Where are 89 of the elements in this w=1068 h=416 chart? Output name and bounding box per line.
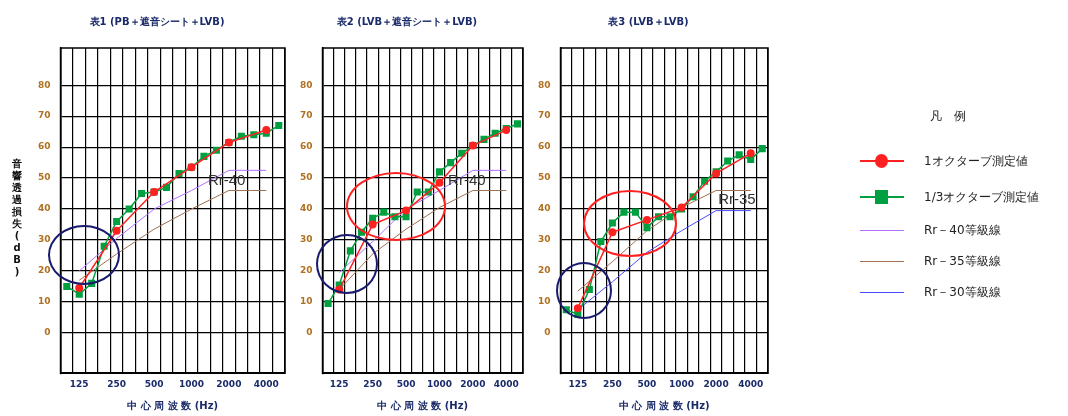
point xyxy=(125,205,133,213)
chart-title: 表1 (PB＋遮音シート＋LVB) xyxy=(88,15,225,27)
y-tick-label: 30 xyxy=(299,234,313,245)
y-tick-label: 80 xyxy=(299,79,313,90)
point xyxy=(631,208,639,216)
y-tick-label: 60 xyxy=(537,141,551,152)
chart-title: 表2 (LVB＋遮音シート＋LVB) xyxy=(335,15,478,27)
point xyxy=(324,299,332,308)
x-tick-label: 125 xyxy=(329,378,349,389)
point xyxy=(620,208,628,216)
x-tick-label: 1000 xyxy=(178,378,204,389)
point xyxy=(642,215,651,224)
point xyxy=(113,217,121,225)
x-tick-label: 4000 xyxy=(253,378,279,389)
x-tick-label: 2000 xyxy=(216,378,242,389)
chart-title: 表3 (LVB＋LVB) xyxy=(607,15,689,27)
point xyxy=(380,208,388,216)
point xyxy=(112,226,121,235)
x-tick-label: 125 xyxy=(568,378,588,389)
y-tick-label: 10 xyxy=(37,296,51,307)
legend-label: Rr－35等級線 xyxy=(924,253,1001,270)
legend-title: 凡 例 xyxy=(930,108,967,125)
legend-label: Rr－40等級線 xyxy=(924,222,1001,239)
y-tick-label: 80 xyxy=(37,79,51,90)
point xyxy=(608,219,616,227)
legend-label: 1オクターブ測定値 xyxy=(924,152,1028,170)
point xyxy=(435,178,444,187)
point xyxy=(368,220,377,229)
x-axis-title: 中 心 周 波 数 (Hz) xyxy=(127,399,219,411)
point xyxy=(758,145,766,153)
point xyxy=(138,190,146,198)
y-tick-label: 20 xyxy=(537,265,551,276)
y-tick-label: 40 xyxy=(37,203,51,214)
y-tick-label: 10 xyxy=(537,296,551,307)
x-tick-label: 500 xyxy=(637,378,657,389)
point xyxy=(608,228,617,237)
legend-label: 1/3オクターブ測定値 xyxy=(924,188,1040,206)
point xyxy=(513,120,521,128)
x-tick-label: 4000 xyxy=(738,378,764,389)
y-tick-label: 30 xyxy=(537,234,551,245)
y-tick-label: 40 xyxy=(299,203,313,214)
point xyxy=(597,238,605,246)
point xyxy=(346,247,354,255)
y-tick-label: 0 xyxy=(544,327,551,338)
x-tick-label: 4000 xyxy=(493,378,519,389)
x-axis-title: 中 心 周 波 数 (Hz) xyxy=(377,399,469,411)
point xyxy=(75,284,84,293)
x-tick-label: 500 xyxy=(396,378,416,389)
y-tick-label: 70 xyxy=(537,110,551,121)
y-tick-label: 20 xyxy=(299,265,313,276)
point xyxy=(724,157,732,165)
y-tick-label: 0 xyxy=(306,327,313,338)
y-tick-label: 0 xyxy=(44,327,51,338)
y-tick-label: 50 xyxy=(299,172,313,183)
x-tick-label: 500 xyxy=(144,378,164,389)
x-tick-label: 250 xyxy=(107,378,127,389)
text: 音響透過損失 (dB) xyxy=(12,158,22,277)
point xyxy=(75,290,83,298)
x-tick-label: 2000 xyxy=(703,378,729,389)
x-tick-label: 125 xyxy=(69,378,89,389)
point xyxy=(573,304,582,313)
y-tick-label: 50 xyxy=(537,172,551,183)
legend-label: Rr－30等級線 xyxy=(924,284,1001,301)
point xyxy=(643,224,651,232)
y-tick-label: 40 xyxy=(537,203,551,214)
point xyxy=(666,213,674,221)
point xyxy=(746,149,755,158)
x-tick-label: 2000 xyxy=(460,378,486,389)
y-tick-label: 50 xyxy=(37,172,51,183)
point xyxy=(402,206,411,215)
y-tick-label: 30 xyxy=(37,234,51,245)
point xyxy=(435,168,443,176)
x-tick-label: 1000 xyxy=(669,378,695,389)
y-tick-label: 70 xyxy=(299,110,313,121)
point xyxy=(735,151,743,159)
point xyxy=(63,282,71,291)
x-tick-label: 1000 xyxy=(426,378,452,389)
y-tick-label: 60 xyxy=(37,141,51,152)
x-axis-title: 中 心 周 波 数 (Hz) xyxy=(618,399,710,411)
y-tick-label: 80 xyxy=(537,79,551,90)
x-tick-label: 250 xyxy=(363,378,383,389)
y-tick-label: 20 xyxy=(37,265,51,276)
y-tick-label: 60 xyxy=(299,141,313,152)
point xyxy=(413,188,421,196)
y-tick-label: 70 xyxy=(37,110,51,121)
x-tick-label: 250 xyxy=(602,378,622,389)
point xyxy=(275,121,283,129)
point xyxy=(447,159,455,167)
y-tick-label: 10 xyxy=(299,296,313,307)
